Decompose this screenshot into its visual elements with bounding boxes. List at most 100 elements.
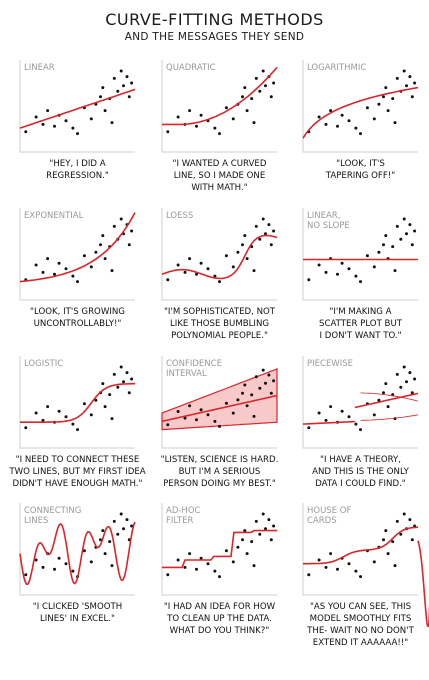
data-point bbox=[46, 109, 50, 113]
data-point bbox=[94, 398, 98, 402]
data-point bbox=[166, 423, 170, 427]
data-point bbox=[195, 567, 198, 571]
data-point bbox=[99, 95, 102, 99]
panel-caption: POLYNOMIAL PEOPLE." bbox=[171, 331, 268, 341]
data-point bbox=[365, 254, 369, 258]
data-point bbox=[206, 562, 210, 566]
data-point bbox=[110, 269, 114, 273]
fit-line bbox=[162, 529, 277, 569]
panel-caption: LIKE THOSE BUMBLING bbox=[170, 319, 269, 329]
data-point bbox=[183, 565, 187, 569]
panel-logarithmic: LOGARITHMIC "LOOK, IT'S TAPERING OFF!" bbox=[302, 60, 419, 181]
data-point bbox=[399, 385, 403, 389]
data-point bbox=[393, 269, 397, 273]
data-point bbox=[218, 280, 221, 284]
data-point bbox=[218, 424, 221, 428]
data-point bbox=[264, 232, 267, 236]
data-point bbox=[188, 257, 192, 261]
data-point bbox=[53, 272, 56, 276]
data-point bbox=[399, 237, 403, 241]
data-point bbox=[116, 385, 120, 389]
panel-caption: "I CLICKED 'SMOOTH bbox=[33, 602, 122, 612]
panel-exponential: EXPONENTIAL "LOOK, IT'S GROWING UNCONTROLL… bbox=[19, 208, 136, 329]
data-point bbox=[250, 97, 254, 101]
panel-axes bbox=[161, 60, 277, 153]
data-point bbox=[386, 405, 390, 409]
panel-caption: EXTEND IT AAAAAA!!" bbox=[313, 638, 408, 648]
data-point bbox=[199, 408, 203, 412]
data-point bbox=[108, 393, 112, 397]
data-point bbox=[76, 428, 79, 432]
data-point bbox=[64, 415, 68, 419]
panel-label: LINEAR, bbox=[307, 211, 340, 221]
data-point bbox=[269, 243, 273, 247]
data-point bbox=[64, 119, 68, 123]
data-point bbox=[410, 95, 414, 99]
data-point bbox=[272, 229, 276, 233]
panel-label: FILTER bbox=[166, 516, 194, 526]
data-point bbox=[377, 102, 381, 106]
data-point bbox=[324, 122, 328, 126]
data-point bbox=[213, 419, 217, 423]
data-point bbox=[241, 95, 244, 99]
data-point bbox=[206, 267, 210, 271]
data-point bbox=[408, 518, 412, 522]
data-point bbox=[46, 405, 50, 409]
data-point bbox=[110, 121, 114, 125]
data-point bbox=[413, 81, 417, 85]
data-point bbox=[264, 527, 267, 531]
data-point bbox=[243, 86, 247, 90]
data-point bbox=[224, 549, 228, 553]
data-point bbox=[402, 217, 406, 221]
panel-label: PIECEWISE bbox=[307, 359, 353, 369]
data-point bbox=[231, 117, 235, 121]
data-point bbox=[258, 386, 262, 390]
data-point bbox=[243, 529, 247, 533]
data-point bbox=[261, 512, 265, 516]
data-point bbox=[122, 380, 125, 384]
data-point bbox=[258, 237, 262, 241]
data-point bbox=[188, 109, 192, 113]
panel-caption: TAPERING OFF!" bbox=[325, 171, 395, 181]
data-point bbox=[384, 86, 388, 90]
panel-label: LOESS bbox=[166, 211, 193, 221]
fit-line bbox=[161, 394, 278, 423]
panel-logistic: LOGISTIC "I NEED TO CONNECT THESE TWO LINE… bbox=[8, 356, 146, 489]
data-point bbox=[393, 121, 397, 125]
data-point bbox=[347, 119, 351, 123]
data-point bbox=[24, 130, 28, 134]
data-point bbox=[71, 569, 75, 573]
data-point bbox=[119, 365, 123, 369]
panel-caption: "LISTEN, SCIENCE IS HARD. bbox=[161, 455, 279, 465]
panel-caption: UNCONTROLLABLY!" bbox=[34, 319, 122, 329]
data-point bbox=[272, 379, 276, 383]
fit-line bbox=[19, 212, 136, 283]
data-point bbox=[410, 391, 414, 395]
data-point bbox=[386, 552, 390, 556]
page-subtitle: AND THE MESSAGES THEY SEND bbox=[124, 31, 305, 43]
panel-piecewise: PIECEWISE "I HAVE A THEORY, AND THIS IS TH… bbox=[302, 356, 419, 489]
data-point bbox=[116, 89, 120, 93]
data-point bbox=[101, 234, 105, 238]
panel-label: LINEAR bbox=[24, 63, 55, 73]
data-point bbox=[372, 117, 376, 121]
data-point bbox=[195, 272, 198, 276]
panel-label: HOUSE OF bbox=[307, 506, 351, 516]
data-point bbox=[218, 132, 221, 136]
panel-label: EXPONENTIAL bbox=[24, 211, 84, 221]
data-point bbox=[130, 229, 134, 233]
data-point bbox=[354, 422, 358, 426]
data-point bbox=[408, 223, 412, 227]
data-point bbox=[410, 243, 414, 247]
data-point bbox=[347, 267, 351, 271]
data-point bbox=[384, 382, 388, 386]
data-point bbox=[130, 81, 134, 85]
data-point bbox=[110, 417, 114, 421]
data-point bbox=[110, 564, 114, 568]
data-point bbox=[34, 263, 38, 267]
data-point bbox=[82, 549, 86, 553]
data-point bbox=[76, 132, 79, 136]
panel-axes bbox=[19, 60, 135, 153]
